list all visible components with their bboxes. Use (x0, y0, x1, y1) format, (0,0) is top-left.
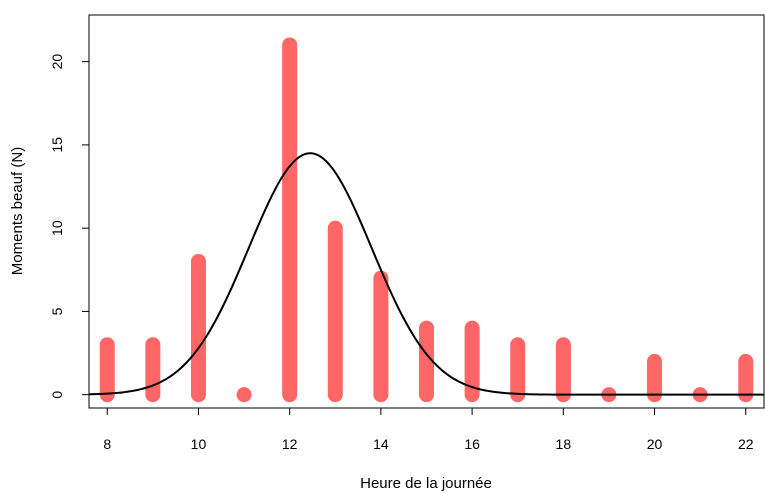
bar-group (99, 37, 754, 403)
x-tick-label-20: 20 (647, 436, 663, 452)
y-axis-title: Moments beauf (N) (9, 147, 26, 275)
x-tick-label-22: 22 (738, 436, 754, 452)
y-tick-label-15: 15 (49, 137, 65, 153)
x-axis-title: Heure de la journée (360, 475, 492, 492)
x-tick-label-14: 14 (373, 436, 389, 452)
x-tick-label-8: 8 (103, 436, 111, 452)
y-tick-label-20: 20 (49, 54, 65, 70)
x-tick-label-12: 12 (282, 436, 298, 452)
y-axis: 0 5 10 15 20 (49, 54, 89, 399)
density-curve (88, 152, 764, 396)
x-tick-label-10: 10 (191, 436, 207, 452)
y-tick-label-10: 10 (49, 220, 65, 236)
y-tick-label-0: 0 (49, 391, 65, 399)
x-tick-label-18: 18 (556, 436, 572, 452)
x-tick-label-16: 16 (464, 436, 480, 452)
plot-frame (88, 14, 765, 409)
x-axis: 8 10 12 14 16 18 20 22 (103, 408, 754, 452)
y-tick-label-5: 5 (49, 307, 65, 315)
